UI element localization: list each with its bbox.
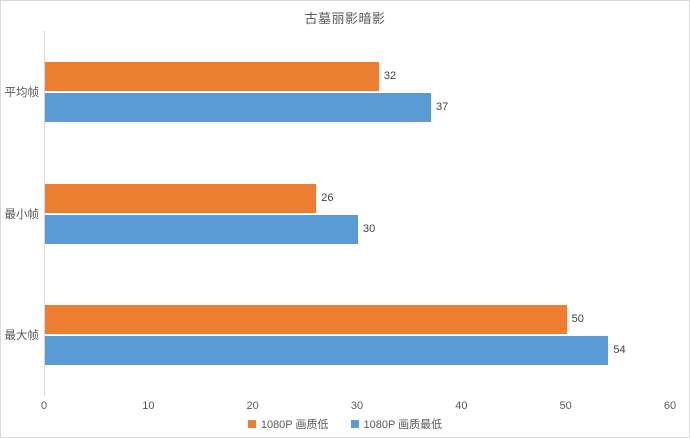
x-axis-tick-label: 20 [246,400,259,412]
chart-title: 古墓丽影暗影 [304,11,386,26]
x-axis-tick-label: 50 [559,400,572,412]
legend: 1080P 画质低 1080P 画质最低 [1,416,689,432]
bar-最小帧-1080P 画质低[interactable] [45,183,317,213]
x-axis-tick-label: 60 [663,400,677,412]
legend-swatch-icon [350,420,359,428]
data-label: 54 [613,344,626,357]
bar-最大帧-1080P 画质低[interactable] [45,305,567,335]
data-label: 26 [321,191,334,204]
data-label: 50 [571,313,584,326]
bar-row: 32 [45,61,671,92]
category-label-1: 平均帧 [4,86,40,99]
legend-item-1[interactable]: 1080P 画质低 [247,416,329,432]
bar-row: 54 [45,335,671,366]
x-axis-tick-label: 40 [455,400,468,412]
x-axis-tick-label: 10 [142,400,155,412]
x-axis-tick-label: 0 [40,400,48,412]
data-label: 32 [383,69,397,82]
bar-最小帧-1080P 画质最低[interactable] [45,214,358,244]
data-label: 30 [363,222,376,235]
plot-area: 32 37 26 30 50 54 [44,31,671,396]
bar-group-2: 26 30 [45,183,671,245]
bar-group-1: 32 37 [45,61,671,123]
bar-平均帧-1080P 画质最低[interactable] [45,92,432,122]
x-axis-tick-label: 30 [350,400,364,412]
legend-label: 1080P 画质最低 [363,419,443,431]
legend-swatch-icon [247,420,256,428]
category-label-3: 最大帧 [4,330,40,343]
legend-label: 1080P 画质低 [260,419,329,431]
bar-平均帧-1080P 画质低[interactable] [45,61,379,91]
legend-item-2[interactable]: 1080P 画质最低 [350,416,443,432]
data-label: 37 [436,100,449,113]
bar-group-3: 50 54 [45,304,671,366]
category-label-2: 最小帧 [4,208,40,221]
bar-最大帧-1080P 画质最低[interactable] [45,336,609,366]
bar-row: 30 [45,214,671,245]
bar-row: 26 [45,183,671,214]
bar-row: 37 [45,92,671,123]
bar-row: 50 [45,304,671,335]
